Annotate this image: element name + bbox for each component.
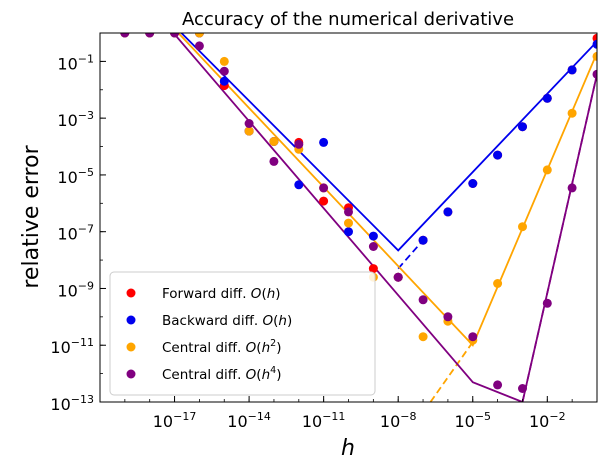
data-point [518,384,527,393]
data-point [592,39,597,49]
data-point [194,33,204,38]
data-point [344,207,353,217]
data-point [368,264,378,274]
data-point [269,156,279,166]
data-point [418,235,428,245]
fit-line [521,74,597,402]
legend: Forward diff. O(h) Backward diff. O(h) Cen… [109,271,376,396]
data-point [418,295,428,305]
legend-marker [126,342,136,352]
data-point [567,65,577,75]
y-axis: 10−1 10−3 10−5 10−7 10−9 10−11 10−13 [50,32,106,414]
data-point [468,179,478,188]
data-point [468,332,478,342]
data-point [294,139,304,149]
data-point [244,126,254,136]
data-point [493,380,503,390]
data-point [219,56,229,66]
tick-label: 10−11 [302,410,346,431]
data-point [319,183,329,193]
data-point [493,150,503,160]
tick-label: 10−2 [529,410,566,431]
tick-label: 10−9 [57,279,94,300]
data-point [319,137,329,147]
fit-line [180,33,597,252]
data-point [443,207,453,217]
legend-marker [126,288,136,298]
data-point [518,222,527,232]
data-point [592,51,597,61]
tick-label: 10−8 [380,410,417,431]
legend-label: Central diff. O(h4) [162,365,281,383]
data-point [269,137,279,146]
tick-label: 10−5 [57,166,94,187]
data-point [567,108,577,118]
data-point [542,298,552,308]
x-axis: 10−17 10−14 10−11 10−8 10−5 10−2 [99,396,598,431]
tick-label: 10−7 [57,223,94,244]
tick-label: 10−5 [454,410,491,431]
tick-label: 10−3 [57,109,94,130]
data-point [368,242,378,251]
data-point [244,119,254,128]
data-point [219,66,229,76]
legend-marker [126,315,136,325]
data-point [393,272,403,282]
data-point [145,33,155,38]
data-point [518,122,527,132]
data-point [567,183,577,193]
fit-line [397,239,424,270]
fit-line [429,341,474,402]
data-point [319,196,329,206]
data-point [344,227,353,237]
tick-label: 10−14 [227,410,271,431]
tick-label: 10−1 [57,52,94,73]
data-point [120,33,130,38]
fit-line [177,33,597,347]
legend-box [109,271,376,396]
legend-label: Central diff. O(h2) [162,338,281,356]
data-point [542,93,552,103]
x-axis-label: h [341,436,355,461]
tick-label: 10−17 [153,410,197,431]
legend-label: Backward diff. O(h) [162,313,292,329]
data-point [542,165,552,175]
y-axis-label: relative error [19,144,44,288]
data-point [219,76,229,86]
tick-label: 10−11 [50,336,94,357]
fit-lines [172,33,597,402]
data-point [493,279,503,288]
tick-label: 10−13 [50,393,94,414]
data-point [443,312,453,322]
data-point [344,218,353,228]
data-point [194,41,204,51]
legend-marker [126,369,136,379]
legend-label: Forward diff. O(h) [162,286,281,302]
data-point [294,180,304,190]
data-point [418,332,428,342]
chart-title: Accuracy of the numerical derivative [182,9,514,30]
data-point [368,231,378,241]
data-point [592,69,597,79]
data-point [170,33,180,38]
data-points [120,33,597,393]
